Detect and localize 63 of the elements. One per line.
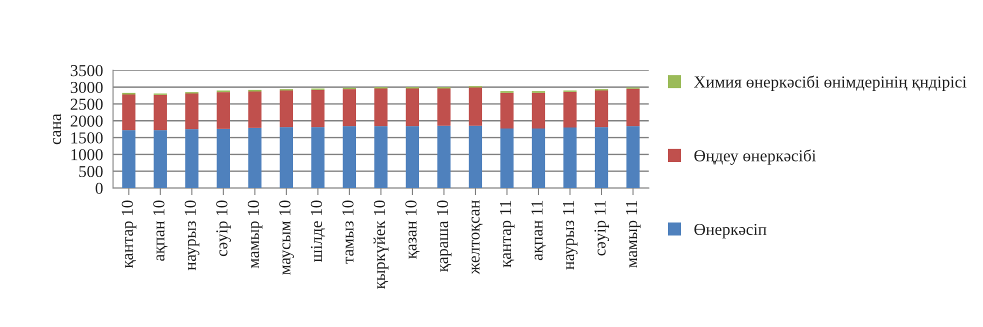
y-tick-label: 3000 bbox=[70, 82, 103, 94]
bar bbox=[532, 92, 546, 128]
bar bbox=[280, 127, 293, 188]
y-tick-label: 1500 bbox=[71, 132, 103, 144]
x-tick-label: тамыз 10 bbox=[342, 200, 354, 264]
bar bbox=[594, 127, 608, 188]
x-tick-label: маусым 10 bbox=[279, 200, 294, 275]
bar bbox=[500, 92, 514, 128]
legend-label: Өңдеу өнеркәсібі bbox=[694, 149, 816, 165]
x-tick-label: мамыр 11 bbox=[626, 200, 641, 268]
y-tick-label: 1000 bbox=[71, 149, 103, 160]
legend-label: Химия өнеркәсібі өнімдерінің қндірісі bbox=[694, 76, 966, 91]
bar bbox=[626, 88, 640, 126]
x-tick-label: ақпан 11 bbox=[531, 200, 546, 260]
x-tick-label: желтоқсан bbox=[472, 200, 483, 274]
x-tick-label: қыркүйек 10 bbox=[374, 200, 388, 289]
y-tick-label: 500 bbox=[79, 166, 103, 178]
bar bbox=[311, 127, 325, 188]
bar bbox=[342, 126, 356, 188]
bar bbox=[437, 126, 451, 188]
x-tick-label: мамыр 10 bbox=[248, 200, 262, 268]
y-tick-label: 0 bbox=[96, 182, 103, 194]
bar bbox=[280, 90, 293, 128]
x-tick-label: сәуір 10 bbox=[216, 200, 231, 256]
bar bbox=[311, 90, 325, 128]
bar bbox=[185, 129, 198, 188]
bar bbox=[216, 92, 230, 129]
bar bbox=[468, 87, 482, 126]
x-tick-label: наурыз 11 bbox=[562, 200, 578, 270]
bar bbox=[563, 92, 577, 128]
legend-label: Өнеркәсіп bbox=[694, 224, 766, 238]
bar bbox=[374, 88, 388, 126]
bar bbox=[406, 88, 420, 126]
bar bbox=[122, 94, 136, 130]
x-tick-label: қараша 10 bbox=[436, 200, 452, 272]
bar bbox=[406, 126, 420, 188]
bar bbox=[154, 94, 167, 130]
bar bbox=[468, 126, 482, 188]
x-tick-label: қантар 10 bbox=[122, 200, 136, 268]
y-tick-label: 2000 bbox=[70, 115, 103, 127]
y-tick-label: 3500 bbox=[70, 65, 103, 76]
bar bbox=[342, 89, 356, 126]
bar bbox=[122, 130, 136, 188]
bar bbox=[500, 128, 514, 188]
bar bbox=[594, 90, 608, 128]
x-tick-label: сәуір 11 bbox=[594, 200, 610, 256]
bar bbox=[532, 128, 546, 188]
bar bbox=[248, 128, 262, 188]
x-tick-label: қантар 11 bbox=[500, 200, 515, 268]
y-axis-title: сана bbox=[53, 114, 62, 144]
bar bbox=[563, 127, 577, 188]
bar bbox=[185, 94, 198, 130]
bar bbox=[248, 91, 262, 128]
x-tick-label: шілде 10 bbox=[310, 200, 326, 262]
bar bbox=[437, 88, 451, 126]
x-tick-label: наурыз 10 bbox=[184, 200, 200, 270]
bar bbox=[626, 126, 640, 188]
y-tick-label: 2500 bbox=[70, 98, 103, 110]
x-tick-label: қазан 10 bbox=[405, 200, 420, 259]
bar bbox=[216, 128, 230, 188]
bar bbox=[154, 130, 167, 188]
x-tick-label: ақпан 10 bbox=[153, 200, 168, 261]
bar bbox=[374, 126, 388, 188]
